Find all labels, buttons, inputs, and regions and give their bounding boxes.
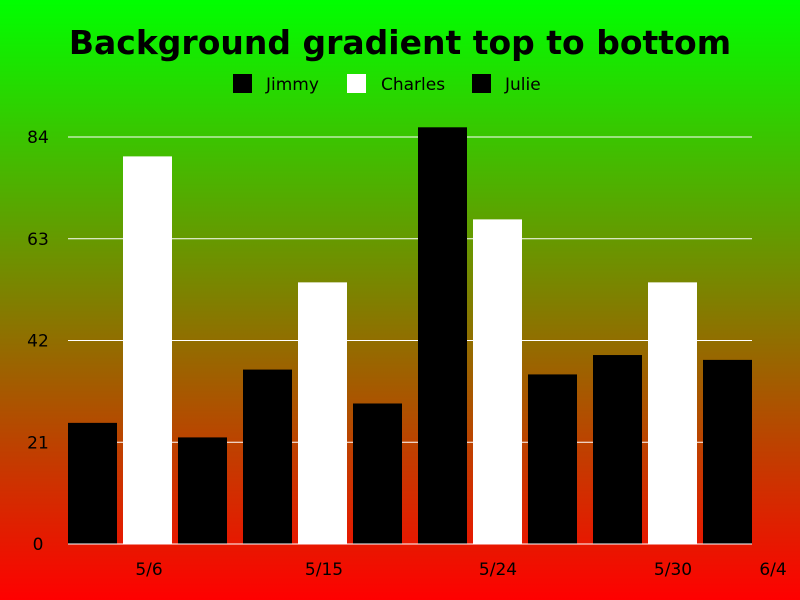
bar-julie-2: [353, 403, 402, 544]
legend-label-julie: Julie: [504, 75, 541, 95]
bar-julie-1: [178, 437, 227, 544]
bar-jimmy-4: [593, 355, 642, 544]
x-tick-label: 5/6: [135, 560, 162, 580]
x-tick-label: 5/24: [479, 560, 517, 580]
y-tick-label: 84: [27, 128, 49, 148]
legend-label-jimmy: Jimmy: [265, 75, 319, 95]
x-tick-label: 6/4: [759, 560, 786, 580]
y-tick-label: 0: [33, 535, 44, 555]
bar-charles-2: [298, 282, 347, 544]
axes: 0 21 42 63 84 5/6 5/15 5/24 5/30 6/4: [27, 128, 787, 580]
bar-charles-1: [123, 156, 172, 544]
bar-jimmy-2: [243, 369, 292, 544]
legend-label-charles: Charles: [381, 75, 445, 95]
legend-swatch-jimmy: [233, 74, 252, 93]
bar-jimmy-3: [418, 127, 467, 545]
chart-title: Background gradient top to bottom: [69, 23, 731, 62]
y-tick-label: 42: [27, 332, 49, 352]
bars: [68, 127, 752, 545]
legend: Jimmy Charles Julie: [233, 74, 541, 95]
bar-jimmy-1: [68, 422, 117, 544]
x-tick-label: 5/30: [654, 560, 692, 580]
bar-julie-4: [703, 359, 752, 544]
legend-swatch-julie: [472, 74, 491, 93]
bar-julie-3: [528, 374, 577, 544]
bar-charles-3: [473, 219, 522, 544]
bar-charles-4: [648, 282, 697, 544]
y-tick-label: 63: [27, 230, 49, 250]
x-tick-label: 5/15: [305, 560, 343, 580]
legend-swatch-charles: [347, 74, 366, 93]
y-tick-label: 21: [27, 433, 49, 453]
